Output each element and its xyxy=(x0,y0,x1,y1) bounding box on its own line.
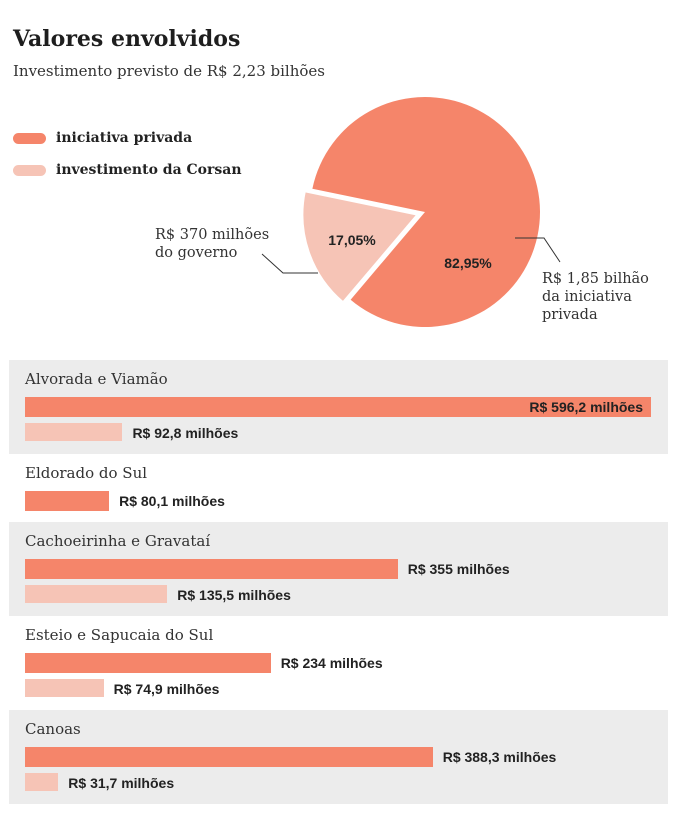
chart-subtitle: Investimento previsto de R$ 2,23 bilhões xyxy=(13,62,325,80)
legend-item-privada: iniciativa privada xyxy=(13,130,192,146)
bar-privada xyxy=(25,397,651,417)
bar-group: Cachoeirinha e Gravataí R$ 355 milhões R$ … xyxy=(9,522,668,616)
bar-value-label: R$ 355 milhões xyxy=(407,561,510,577)
bar-group: Canoas R$ 388,3 milhões R$ 31,7 milhões xyxy=(9,710,668,804)
bar-privada xyxy=(25,653,271,673)
bar-corsan xyxy=(25,585,168,603)
bar-value-label: R$ 135,5 milhões xyxy=(177,587,291,603)
leader-line-privada xyxy=(515,237,561,263)
bar-privada xyxy=(25,491,110,511)
bar-value-label: R$ 596,2 milhões xyxy=(529,399,643,415)
bar-group: Esteio e Sapucaia do Sul R$ 234 milhões R$… xyxy=(9,616,668,710)
bar-group: Eldorado do Sul R$ 80,1 milhões xyxy=(9,454,668,522)
bar-value-label: R$ 388,3 milhões xyxy=(442,749,557,765)
bar-value-label: R$ 74,9 milhões xyxy=(113,681,220,697)
bar-privada xyxy=(25,559,398,579)
legend-swatch-privada xyxy=(13,132,46,144)
legend-swatch-corsan xyxy=(13,164,46,176)
annotation-privada: R$ 1,85 bilhão da iniciativa privada xyxy=(542,271,649,323)
annotation-governo: R$ 370 milhões do governo xyxy=(155,227,270,261)
bar-group-title: Canoas xyxy=(25,720,81,738)
bar-group-title: Alvorada e Viamão xyxy=(25,370,168,388)
legend-label-privada: iniciativa privada xyxy=(56,130,193,146)
bar-group-title: Esteio e Sapucaia do Sul xyxy=(25,626,214,644)
leader-line-governo xyxy=(261,253,318,274)
legend-label-corsan: investimento da Corsan xyxy=(56,162,242,178)
bar-privada xyxy=(25,747,433,767)
pie-label-privada: 82,95% xyxy=(444,255,492,271)
bar-value-label: R$ 80,1 milhões xyxy=(119,493,225,509)
bar-group-title: Eldorado do Sul xyxy=(25,464,148,482)
bar-corsan xyxy=(25,679,104,697)
pie-label-corsan: 17,05% xyxy=(328,232,376,248)
bar-value-label: R$ 234 milhões xyxy=(280,655,383,671)
legend-item-corsan: investimento da Corsan xyxy=(13,162,242,178)
bar-value-label: R$ 31,7 milhões xyxy=(68,775,175,791)
bar-corsan xyxy=(25,423,123,441)
bar-group: Alvorada e Viamão R$ 596,2 milhões R$ 92,8… xyxy=(9,360,668,454)
bar-group-title: Cachoeirinha e Gravataí xyxy=(25,532,211,550)
bar-value-label: R$ 92,8 milhões xyxy=(132,425,239,441)
chart-title: Valores envolvidos xyxy=(13,26,241,52)
pie-slice-privada xyxy=(312,96,541,328)
pie-chart: 17,05% 82,95% xyxy=(261,96,561,328)
pie-slice-corsan xyxy=(301,190,420,304)
bar-corsan xyxy=(25,773,59,791)
